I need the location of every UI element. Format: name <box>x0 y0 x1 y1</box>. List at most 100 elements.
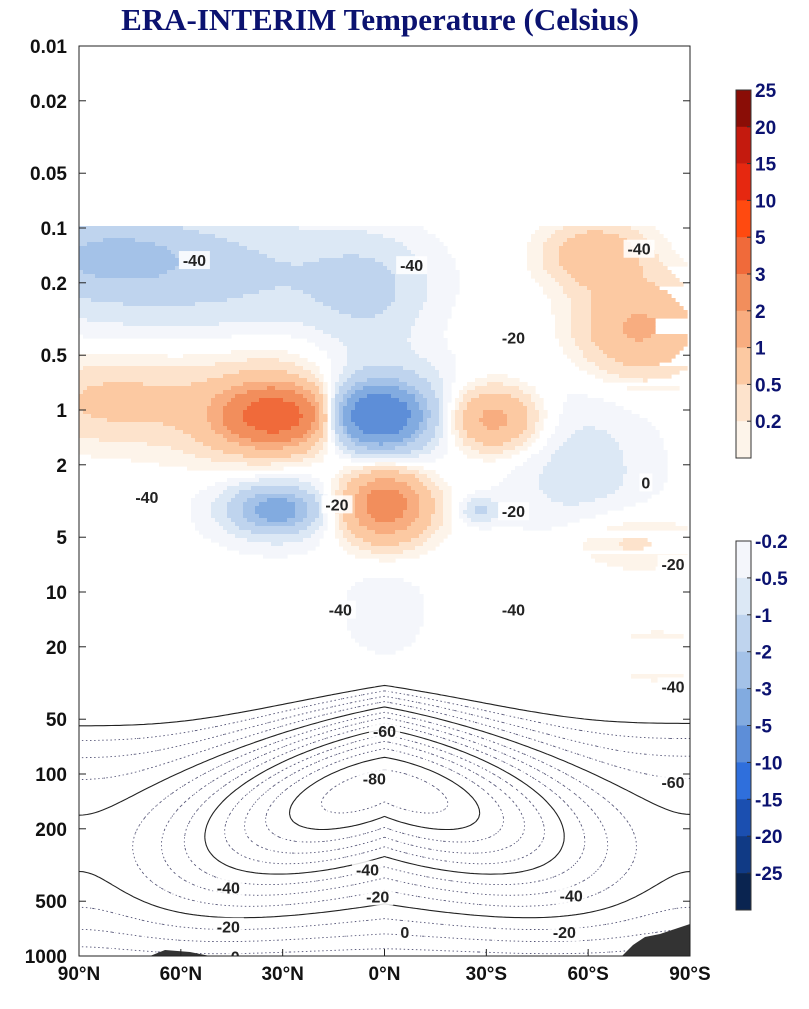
colorbar-swatch <box>736 799 751 837</box>
colorbar-tick-label: 25 <box>755 81 777 102</box>
colorbar-swatch <box>736 725 751 763</box>
contour-label-bg <box>352 860 384 879</box>
contour-labels: -40 -40 -40 -20 0 -40 -20 -20 -20 -40 -40 -40 -60 -80… <box>131 239 689 956</box>
chart-title: ERA-INTERIM Temperature (Celsius) <box>121 2 639 37</box>
isotherm-dotted <box>132 711 637 907</box>
contour-label: -40 <box>400 258 423 275</box>
x-tick-label: 90°N <box>58 964 100 985</box>
colorbar-swatch <box>736 541 751 579</box>
y-axis: 0.01 0.02 0.05 0.1 0.2 0.5 1 2 5 10 20 50 100 200 500 1… <box>25 37 690 968</box>
y-tick-label: 200 <box>35 820 67 841</box>
colorbar-tick-label: 5 <box>755 228 766 249</box>
y-tick-label: 0.02 <box>30 92 67 113</box>
y-tick-label: 0.01 <box>30 37 67 58</box>
contour-label-bg <box>497 502 529 521</box>
isotherm-dotted <box>224 734 545 865</box>
y-tick-label: 0.5 <box>41 346 68 367</box>
y-tick-label: 50 <box>46 710 67 731</box>
isotherm-minus-40 <box>288 756 481 831</box>
contour-label: -40 <box>356 863 379 880</box>
colorbar-tick-label: -10 <box>755 753 782 774</box>
isotherm-dotted <box>244 740 526 854</box>
colorbar-swatch <box>736 577 751 616</box>
contour-label: -20 <box>366 889 389 906</box>
contour-label-bg <box>555 886 587 905</box>
contour-label-bg <box>321 495 353 514</box>
y-tick-label: 20 <box>46 638 67 659</box>
contour-label: -40 <box>628 242 651 259</box>
isotherm-dotted <box>79 701 690 930</box>
contour-label-bg <box>228 947 242 956</box>
contour-label-bg <box>623 239 655 258</box>
plot-area: -40 -40 -40 -20 0 -40 -20 -20 -20 -40 -40 -40 -60 -80… <box>79 46 690 956</box>
contour-label-bg <box>657 677 689 696</box>
contour-label-bg <box>639 473 653 492</box>
isotherm-dotted <box>265 748 504 843</box>
y-tick-label: 0.1 <box>41 219 68 240</box>
contour-label-bg <box>358 769 390 788</box>
x-tick-label: 0°N <box>369 964 401 985</box>
colorbar-swatch <box>736 163 751 201</box>
colorbar-tick-label: 3 <box>755 265 766 286</box>
contour-label: -80 <box>363 772 386 789</box>
x-tick-label: 90°S <box>669 964 710 985</box>
colorbar-tick-label: -2 <box>755 643 772 664</box>
contour-label-bg <box>657 773 689 792</box>
isotherm-dotted <box>161 717 609 896</box>
colorbar-tick-label: 20 <box>755 118 776 139</box>
isotherm-dotted <box>183 722 586 886</box>
contour-label: -20 <box>661 557 684 574</box>
y-tick-label: 1 <box>56 401 67 422</box>
contour-label: -20 <box>502 331 525 348</box>
colorbar-swatch <box>736 237 751 275</box>
colorbar-tick-label: 10 <box>755 191 776 212</box>
colorbar-swatch <box>736 347 751 385</box>
colorbar-swatch <box>736 421 751 459</box>
isotherm-0 <box>79 706 690 919</box>
y-tick-label: 5 <box>56 528 67 549</box>
contour-label-bg <box>212 917 244 936</box>
y-tick-label: 0.05 <box>30 164 67 185</box>
contour-label: -40 <box>329 603 352 620</box>
solid-contours <box>79 684 690 919</box>
contour-label: -40 <box>183 253 206 270</box>
colorbar-negative: -0.2 -0.5 -1 -2 -3 -5 -10 -15 -20 -25 <box>735 532 788 911</box>
x-tick-label: 30°N <box>261 964 303 985</box>
colorbar-tick-label: 15 <box>755 155 777 176</box>
x-axis: 90°N 60°N 30°N 0°N 30°S 60°S 90°S <box>58 949 711 985</box>
x-tick-label: 60°S <box>567 964 608 985</box>
contour-label-bg <box>131 487 163 506</box>
colorbar-tick-label: 1 <box>755 339 766 360</box>
colorbar-tick-label: -1 <box>755 606 772 627</box>
anomaly-shading <box>79 226 688 683</box>
contour-label: -40 <box>502 603 525 620</box>
contour-label-bg <box>398 923 412 942</box>
colorbar-swatch <box>736 762 751 800</box>
contour-label: -40 <box>661 679 684 696</box>
contour-label: -40 <box>217 880 240 897</box>
contour-label: 0 <box>641 475 650 492</box>
y-tick-label: 100 <box>35 765 67 786</box>
colorbar-tick-label: -20 <box>755 827 782 848</box>
colorbar-tick-label: -3 <box>755 680 772 701</box>
x-tick-label: 30°S <box>466 964 507 985</box>
colorbar-swatch <box>736 384 751 422</box>
colorbar-swatch <box>736 126 751 164</box>
surface-topography <box>622 924 690 956</box>
colorbar-tick-label: 2 <box>755 302 766 323</box>
colorbar-tick-label: -25 <box>755 864 783 885</box>
y-tick-label: 10 <box>46 583 67 604</box>
y-tick-label: 2 <box>56 456 67 477</box>
colorbar-swatch <box>736 688 751 726</box>
y-tick-label: 1000 <box>25 947 67 968</box>
contour-label-bg <box>548 923 580 942</box>
isotherm-20 <box>79 684 690 727</box>
contour-label-bg <box>369 721 400 740</box>
colorbar-tick-label: -5 <box>755 717 772 738</box>
contour-label: -40 <box>560 888 583 905</box>
contour-label-bg <box>657 554 689 573</box>
colorbar-swatch <box>736 651 751 689</box>
contour-label-bg <box>178 251 210 270</box>
y-tick-label: 500 <box>35 892 67 913</box>
